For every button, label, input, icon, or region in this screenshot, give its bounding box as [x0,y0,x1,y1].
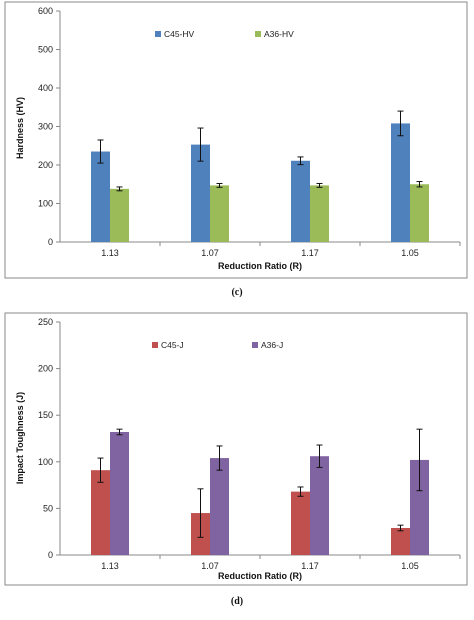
impact-y-tick-label: 100 [38,457,53,467]
hardness-legend-swatch [255,31,261,37]
impact-legend-label: C45-J [161,340,184,350]
hardness-legend-label: A36-HV [264,29,294,39]
hardness-x-tick-label: 1.13 [101,248,119,258]
impact-bar [391,527,410,555]
impact-caption: (d) [231,596,243,607]
hardness-x-tick-label: 1.17 [301,248,319,258]
hardness-bar [310,185,329,242]
impact-chart-frame [4,312,468,586]
hardness-x-tick-label: 1.05 [401,248,419,258]
impact-legend-swatch [152,342,158,348]
impact-y-tick-label: 200 [38,364,53,374]
impact-bar [291,491,310,555]
hardness-chart-frame [4,1,468,279]
hardness-y-tick-label: 500 [38,45,53,55]
hardness-y-tick-label: 100 [38,199,53,209]
impact-legend-label: A36-J [261,340,283,350]
hardness-y-axis-label: Hardness (HV) [15,97,25,159]
impact-bar [110,431,129,555]
impact-bar [410,459,429,555]
hardness-bar [110,188,129,242]
impact-y-tick-label: 150 [38,410,53,420]
impact-y-axis-label: Impact Toughness (J) [15,392,25,484]
impact-bar [310,456,329,555]
hardness-x-tick-label: 1.07 [201,248,219,258]
impact-y-tick-label: 50 [43,503,53,513]
impact-x-tick-label: 1.07 [201,561,219,571]
impact-x-tick-label: 1.05 [401,561,419,571]
hardness-bar [210,185,229,242]
impact-x-tick-label: 1.13 [101,561,119,571]
hardness-bar [291,160,310,242]
hardness-chart: 0 100 200 300 400 500 600 1.13 1.07 1.17 1.05 C45-H… [4,1,468,298]
impact-toughness-chart: 0 50 100 150 200 250 1.13 1.07 1.17 1.05 C45-J A36-… [4,312,468,607]
hardness-y-tick-label: 0 [48,237,53,247]
hardness-legend-swatch [155,31,161,37]
impact-bar [91,470,110,555]
hardness-y-tick-label: 600 [38,6,53,16]
hardness-bar [410,184,429,242]
impact-x-tick-label: 1.17 [301,561,319,571]
hardness-plot-area: 0 100 200 300 400 500 600 1.13 1.07 1.17 1.05 C45-H… [38,6,461,258]
impact-plot-area: 0 50 100 150 200 250 1.13 1.07 1.17 1.05 C45-J A36-… [38,317,461,571]
hardness-bar [391,123,410,242]
hardness-y-tick-label: 400 [38,83,53,93]
impact-legend-swatch [252,342,258,348]
hardness-x-axis-label: Reduction Ratio (R) [218,261,302,271]
impact-bar [210,458,229,555]
impact-x-axis-label: Reduction Ratio (R) [218,571,302,581]
impact-y-tick-label: 250 [38,317,53,327]
hardness-bar [91,151,110,242]
hardness-caption: (c) [231,287,242,298]
hardness-y-tick-label: 200 [38,160,53,170]
hardness-legend-label: C45-HV [164,29,195,39]
impact-y-tick-label: 0 [48,550,53,560]
hardness-bar [191,144,210,242]
hardness-y-tick-label: 300 [38,122,53,132]
